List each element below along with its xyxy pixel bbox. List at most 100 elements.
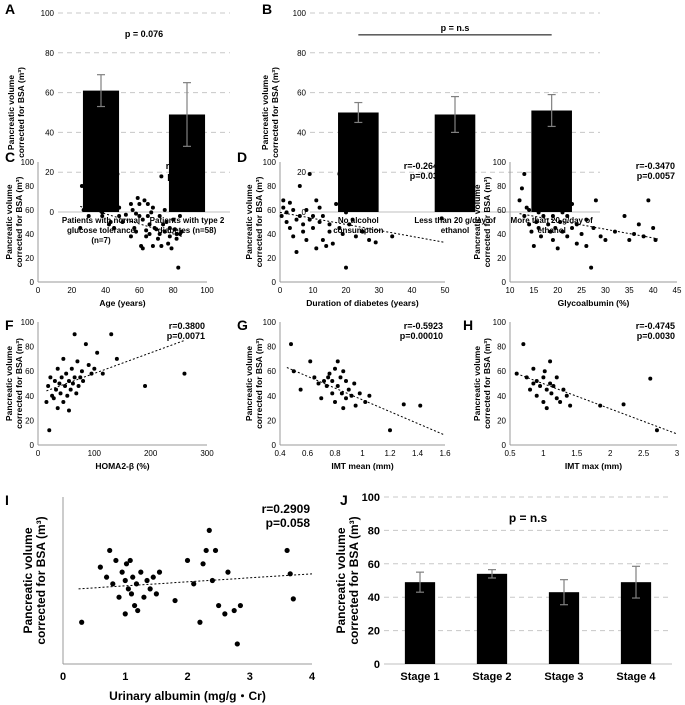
panel-i-point	[123, 561, 130, 567]
panel-d-point	[297, 214, 302, 218]
panel-e-point	[591, 226, 596, 230]
panel-e-point	[529, 229, 534, 234]
panel-c-ytick-label: 0	[30, 278, 35, 287]
panel-a-category-line: Patients with type 2	[150, 216, 225, 225]
panel-f-point	[63, 383, 68, 388]
panel-f-ytick-label: 40	[25, 392, 34, 401]
panel-i-xtick-label: 1	[122, 671, 128, 683]
panel-f-point	[143, 383, 148, 388]
panel-e-xlabel: Glycoalbumin (%)	[558, 298, 630, 308]
panel-h-point	[558, 399, 563, 404]
panel-i-point	[116, 594, 122, 600]
panel-b-ylabel-line2: corrected for BSA (m³)	[270, 67, 280, 158]
panel-h-point	[514, 371, 519, 376]
panel-g-point	[341, 406, 346, 411]
panel-c-point	[135, 196, 140, 200]
panel-g-point	[346, 387, 351, 392]
panel-d-point	[334, 202, 339, 206]
panel-g-ylabel: Pancreatic volumecorrected for BSA (m³)	[244, 338, 264, 429]
panel-d-ytick-label: 0	[272, 278, 277, 287]
panel-e-ylabel-line1: Pancreatic volume	[472, 184, 482, 259]
panel-g-point	[333, 399, 337, 404]
panel-j-ytick-label: 40	[368, 592, 380, 604]
panel-e-xtick-label: 15	[529, 286, 538, 295]
panel-d-point	[317, 220, 322, 224]
panel-c-point	[159, 174, 164, 179]
panel-g-point	[363, 399, 368, 404]
panel-d-letter: D	[237, 149, 247, 165]
panel-a-pvalue: p = 0.076	[125, 29, 163, 39]
panel-e-point	[570, 202, 575, 206]
panel-i-point	[209, 577, 215, 584]
panel-b-category-line: More than 20 g/day of	[511, 216, 594, 225]
panel-f-letter: F	[5, 317, 14, 333]
panel-f-point	[92, 366, 97, 371]
panel-a-ytick-label: 80	[45, 49, 54, 58]
panel-c-point	[128, 234, 133, 239]
panel-f-point	[55, 366, 60, 371]
panel-f-point	[182, 371, 187, 376]
panel-c-point	[159, 244, 164, 248]
panel-c-point	[137, 202, 142, 206]
panel-e-point	[565, 214, 570, 218]
panel-h-point	[542, 369, 547, 374]
panel-e-ytick-label: 0	[502, 278, 507, 287]
panel-g-xlabel: IMT mean (mm)	[331, 461, 394, 471]
panel-f-point	[109, 332, 114, 337]
panel-i-point	[119, 569, 125, 575]
panel-d-xlabel: Duration of diabetes (years)	[306, 298, 419, 308]
panel-a-category-label: Patients with type 2 diabetes (n=58)	[150, 216, 225, 235]
panel-h-ytick-label: 20	[497, 416, 506, 425]
panel-e-ytick-label: 100	[493, 158, 507, 167]
panel-h-ytick-label: 60	[497, 367, 506, 376]
panel-i: I Pancreatic volumecorrected for BSA (m³)…	[5, 492, 316, 703]
panel-f-ytick-label: 0	[30, 441, 35, 450]
panel-d-point	[320, 238, 325, 242]
panel-g-point	[401, 402, 406, 407]
panel-b-ytick-label: 0	[302, 208, 307, 217]
panel-c-point	[162, 229, 167, 234]
panel-h-point	[541, 375, 546, 380]
panel-g-point	[335, 383, 340, 388]
panel-d-point	[337, 172, 342, 176]
panel-h-point	[538, 383, 543, 388]
panel-e-point	[527, 222, 532, 227]
panel-g-point	[357, 391, 362, 396]
panel-d-point	[281, 205, 286, 210]
panel-j-bar	[404, 582, 436, 664]
panel-f-point	[66, 379, 71, 384]
panel-d-xtick-label: 40	[408, 286, 417, 295]
panel-b-category-line: Less than 20 g/day of	[414, 216, 496, 225]
panel-e-point	[522, 214, 527, 218]
panel-f-point	[86, 363, 91, 368]
panel-a-category-line: (n=7)	[91, 236, 111, 245]
panel-i-xtick-label: 4	[309, 671, 316, 683]
panel-e-point	[560, 210, 565, 215]
panel-g-point	[291, 369, 296, 374]
panel-e-ylabel-line2: corrected for BSA (m³)	[482, 176, 492, 267]
panel-i-point	[284, 547, 290, 554]
panel-c-point	[167, 234, 172, 239]
panel-g-xtick-label: 0.4	[274, 449, 286, 458]
panel-h-ytick-label: 100	[493, 318, 507, 327]
panel-h-point	[551, 383, 556, 388]
panel-e-point	[534, 220, 539, 224]
panel-f-point	[44, 399, 49, 404]
panel-b: B Pancreatic volumecorrected for BSA (m³)…	[260, 1, 600, 235]
panel-h-point	[561, 387, 566, 392]
panel-g-ytick-label: 40	[267, 392, 276, 401]
panel-e-ytick-label: 40	[497, 230, 506, 239]
panel-f-point	[59, 375, 64, 380]
panel-j-ytick-label: 0	[374, 659, 380, 671]
panel-c-ytick-label: 20	[25, 254, 34, 263]
panel-e-point	[579, 232, 584, 236]
panel-a-ytick-label: 100	[41, 9, 55, 18]
panel-e-point	[522, 172, 527, 176]
panel-g-ytick-label: 80	[267, 343, 276, 352]
panel-d-point	[281, 198, 286, 203]
panel-d-xtick-label: 30	[375, 286, 384, 295]
panel-d-point	[324, 244, 329, 248]
panel-c-point	[132, 226, 137, 230]
panel-b-ytick-label: 40	[297, 128, 306, 137]
panel-h-point	[548, 381, 553, 386]
